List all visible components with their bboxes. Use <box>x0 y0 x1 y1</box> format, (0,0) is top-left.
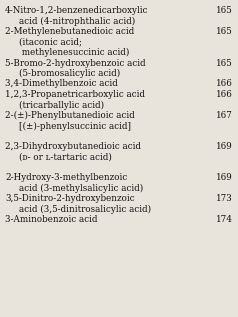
Text: (5-bromosalicylic acid): (5-bromosalicylic acid) <box>19 69 120 78</box>
Text: methylenesuccinic acid): methylenesuccinic acid) <box>19 48 129 57</box>
Text: acid (3,5-dinitrosalicylic acid): acid (3,5-dinitrosalicylic acid) <box>19 204 151 214</box>
Text: 165: 165 <box>216 59 233 68</box>
Text: (tricarballylic acid): (tricarballylic acid) <box>19 100 104 110</box>
Text: 1,2,3-Propanetricarboxylic acid: 1,2,3-Propanetricarboxylic acid <box>5 90 145 99</box>
Text: 2-Methylenebutanedioic acid: 2-Methylenebutanedioic acid <box>5 27 134 36</box>
Text: 3,4-Dimethylbenzoic acid: 3,4-Dimethylbenzoic acid <box>5 80 118 88</box>
Text: (ᴅ- or ʟ-tartaric acid): (ᴅ- or ʟ-tartaric acid) <box>19 152 112 161</box>
Text: 167: 167 <box>216 111 233 120</box>
Text: 4-Nitro-1,2-benzenedicarboxylic: 4-Nitro-1,2-benzenedicarboxylic <box>5 6 149 15</box>
Text: 3,5-Dinitro-2-hydroxybenzoic: 3,5-Dinitro-2-hydroxybenzoic <box>5 194 135 203</box>
Text: acid (4-nitrophthalic acid): acid (4-nitrophthalic acid) <box>19 16 135 26</box>
Text: 165: 165 <box>216 6 233 15</box>
Text: 2-Hydroxy-3-methylbenzoic: 2-Hydroxy-3-methylbenzoic <box>5 173 127 182</box>
Text: (itaconic acid;: (itaconic acid; <box>19 37 82 47</box>
Text: 2-(±)-Phenylbutanedioic acid: 2-(±)-Phenylbutanedioic acid <box>5 111 135 120</box>
Text: 174: 174 <box>216 215 233 224</box>
Text: [(±)-phenylsuccinic acid]: [(±)-phenylsuccinic acid] <box>19 121 131 131</box>
Text: 166: 166 <box>216 80 233 88</box>
Text: 2,3-Dihydroxybutanedioic acid: 2,3-Dihydroxybutanedioic acid <box>5 142 141 151</box>
Text: 165: 165 <box>216 27 233 36</box>
Text: 169: 169 <box>216 142 233 151</box>
Text: 173: 173 <box>216 194 233 203</box>
Text: 169: 169 <box>216 173 233 182</box>
Text: 166: 166 <box>216 90 233 99</box>
Text: 3-Aminobenzoic acid: 3-Aminobenzoic acid <box>5 215 98 224</box>
Text: acid (3-methylsalicylic acid): acid (3-methylsalicylic acid) <box>19 184 143 193</box>
Text: 5-Bromo-2-hydroxybenzoic acid: 5-Bromo-2-hydroxybenzoic acid <box>5 59 146 68</box>
